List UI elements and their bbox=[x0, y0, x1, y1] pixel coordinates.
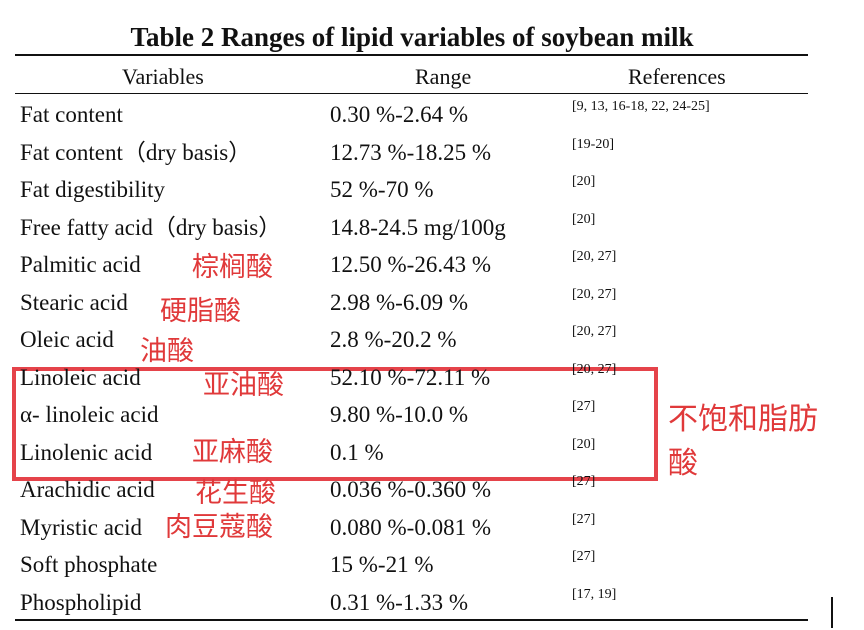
range-cell: 15 %-21 % bbox=[330, 552, 434, 577]
side-note: 不饱和脂肪酸 bbox=[668, 402, 818, 481]
range-cell: 52.10 %-72.11 % bbox=[330, 364, 491, 390]
reference-cell: [20, 27] bbox=[572, 249, 617, 264]
reference-cell: [17, 19] bbox=[572, 586, 617, 602]
annotation: 亚油酸 bbox=[203, 370, 284, 401]
header-rule bbox=[15, 93, 808, 94]
range-cell: 14.8-24.5 mg/100g bbox=[330, 214, 506, 240]
reference-cell: [20] bbox=[572, 436, 596, 452]
annotation: 油酸 bbox=[140, 336, 194, 367]
table-title: Table 2 Ranges of lipid variables of soy… bbox=[130, 22, 694, 52]
cursor-bar bbox=[831, 597, 833, 628]
column-header: References bbox=[628, 64, 726, 89]
range-cell: 0.31 %-1.33 % bbox=[330, 589, 468, 615]
variable-cell: Soft phosphate bbox=[20, 552, 158, 577]
reference-cell: [27] bbox=[572, 399, 596, 414]
range-cell: 12.73 %-18.25 % bbox=[330, 139, 491, 165]
highlight-box bbox=[12, 367, 658, 481]
variable-cell: Linoleic acid bbox=[20, 364, 141, 390]
range-cell: 0.036 %-0.360 % bbox=[330, 477, 491, 502]
variable-cell: Free fatty acid（dry basis） bbox=[20, 214, 282, 240]
variable-cell: Arachidic acid bbox=[20, 477, 155, 502]
variable-cell: Palmitic acid bbox=[20, 252, 141, 277]
variable-cell: Linolenic acid bbox=[20, 439, 153, 465]
annotation: 花生酸 bbox=[195, 478, 276, 509]
bottom-rule bbox=[15, 619, 808, 621]
range-cell: 52 %-70 % bbox=[330, 177, 434, 202]
variable-cell: Oleic acid bbox=[20, 327, 114, 352]
variable-cell: α- linoleic acid bbox=[20, 402, 159, 427]
annotation: 棕榈酸 bbox=[192, 252, 273, 283]
column-header: Range bbox=[415, 64, 472, 89]
column-header: Variables bbox=[122, 64, 204, 89]
reference-cell: [20, 27] bbox=[572, 286, 617, 302]
reference-cell: [20, 27] bbox=[572, 324, 617, 339]
variable-cell: Myristic acid bbox=[20, 514, 142, 540]
range-cell: 9.80 %-10.0 % bbox=[330, 402, 468, 427]
range-cell: 12.50 %-26.43 % bbox=[330, 252, 491, 277]
variable-cell: Phospholipid bbox=[20, 589, 142, 615]
range-cell: 0.1 % bbox=[330, 439, 384, 465]
reference-cell: [20] bbox=[572, 174, 596, 189]
variable-cell: Fat content bbox=[20, 102, 123, 127]
reference-cell: [20] bbox=[572, 211, 596, 227]
variable-cell: Stearic acid bbox=[20, 289, 128, 315]
range-cell: 0.30 %-2.64 % bbox=[330, 102, 468, 127]
reference-cell: [20, 27] bbox=[572, 361, 617, 377]
reference-cell: [9, 13, 16-18, 22, 24-25] bbox=[572, 99, 710, 114]
annotation: 肉豆蔻酸 bbox=[165, 512, 273, 543]
range-cell: 2.8 %-20.2 % bbox=[330, 327, 457, 352]
variable-cell: Fat digestibility bbox=[20, 177, 166, 202]
annotation: 硬脂酸 bbox=[160, 296, 241, 327]
reference-cell: [19-20] bbox=[572, 136, 614, 152]
annotation: 亚麻酸 bbox=[192, 437, 273, 468]
variable-cell: Fat content（dry basis） bbox=[20, 139, 252, 165]
range-cell: 0.080 %-0.081 % bbox=[330, 514, 491, 540]
range-cell: 2.98 %-6.09 % bbox=[330, 289, 468, 315]
top-rule bbox=[15, 54, 808, 56]
reference-cell: [27] bbox=[572, 511, 596, 527]
reference-cell: [27] bbox=[572, 474, 596, 489]
reference-cell: [27] bbox=[572, 549, 596, 564]
